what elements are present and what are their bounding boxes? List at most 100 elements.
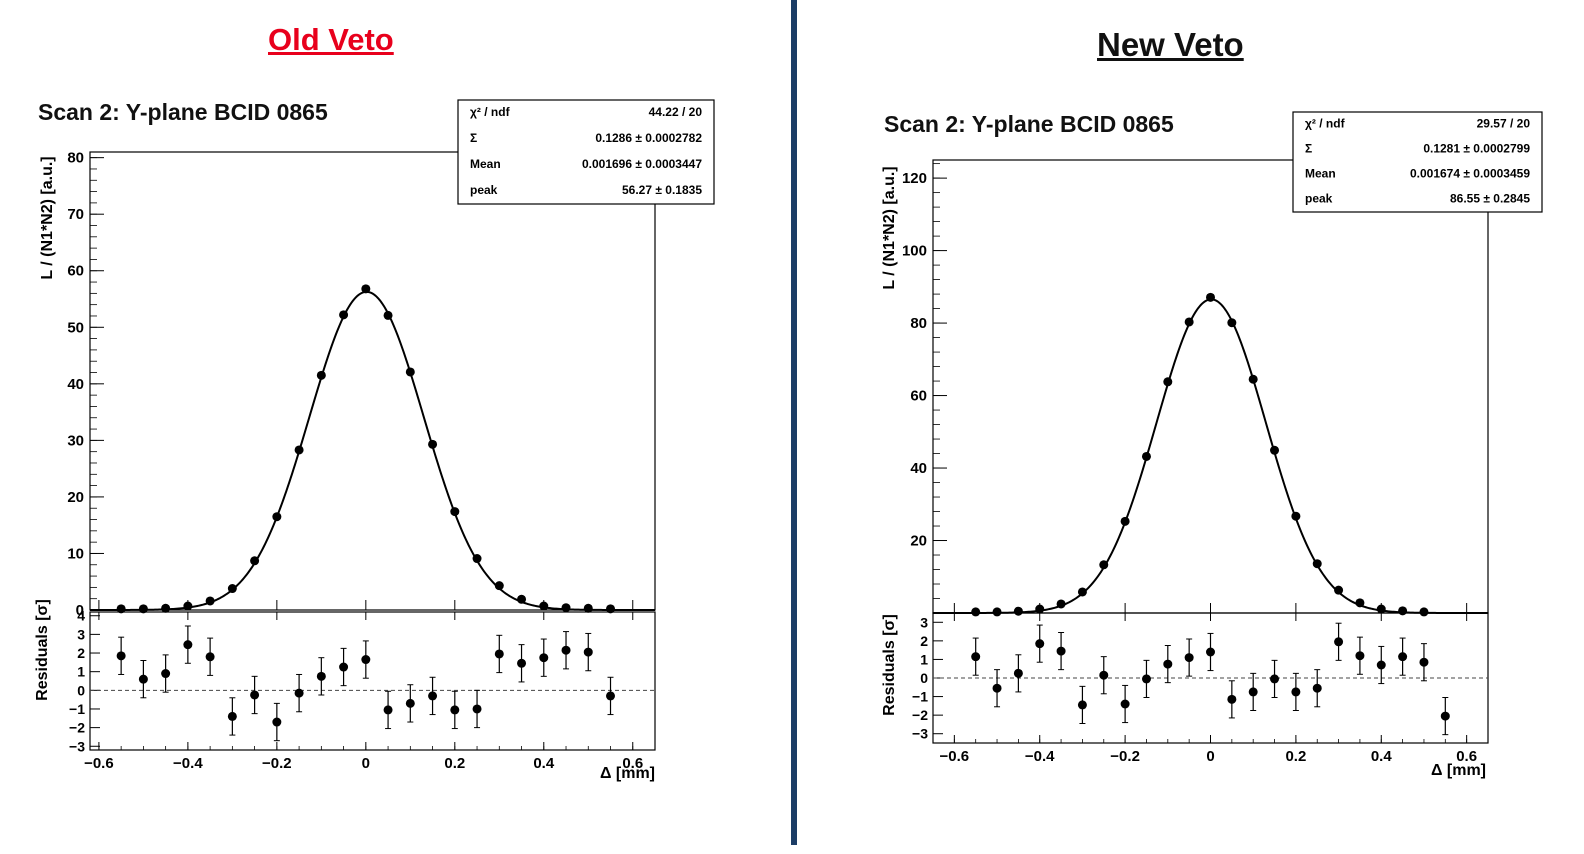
y-tick-label: 120 (902, 170, 927, 187)
residual-y-tick-label: 2 (77, 645, 85, 661)
data-point (339, 310, 349, 320)
data-point (294, 445, 304, 455)
residual-y-tick-label: −1 (69, 701, 85, 717)
residual-point (992, 683, 1002, 693)
x-tick-label: −0.2 (262, 755, 292, 772)
residual-y-tick-label: 1 (920, 651, 928, 667)
data-point (405, 367, 415, 377)
residual-point (1376, 660, 1386, 670)
data-point (971, 607, 981, 617)
data-point (1291, 511, 1301, 521)
residual-point (1120, 699, 1130, 709)
residual-point (1312, 683, 1322, 693)
data-point (1227, 318, 1237, 328)
data-point (316, 370, 326, 380)
residual-point (361, 655, 371, 665)
data-point (1355, 598, 1365, 608)
x-tick-label: 0 (362, 755, 370, 772)
data-point (361, 284, 371, 294)
main-pad-frame (932, 159, 1489, 614)
residual-y-tick-label: 0 (920, 670, 928, 686)
new-veto-heading: New Veto (1097, 26, 1244, 63)
data-point (1035, 604, 1045, 614)
x-axis-label: Δ [mm] (1431, 762, 1486, 779)
data-point (161, 603, 171, 613)
residual-point (606, 691, 616, 701)
x-tick-label: −0.6 (84, 755, 114, 772)
residual-y-tick-label: 3 (920, 614, 928, 630)
data-point (227, 584, 237, 594)
main-pad-frame (89, 151, 656, 611)
data-point (1056, 599, 1066, 609)
residual-y-tick-label: −3 (912, 726, 928, 742)
residual-point (494, 649, 504, 659)
residual-point (450, 705, 460, 715)
data-point (383, 310, 393, 320)
residual-y-tick-label: 0 (77, 682, 85, 698)
residual-point (517, 658, 527, 668)
residual-y-tick-label: 3 (77, 626, 85, 642)
data-point (1206, 292, 1215, 302)
data-point (517, 594, 527, 604)
x-tick-label: 0 (1206, 748, 1214, 765)
y-tick-label: 100 (902, 243, 927, 260)
x-tick-label: 0.6 (622, 755, 643, 772)
data-point (1077, 587, 1087, 597)
residual-point (1440, 711, 1450, 721)
stats-value: 56.27 ± 0.1835 (622, 183, 702, 197)
residual-axis-label: Residuals [σ] (881, 614, 898, 716)
stats-label: Σ (1305, 142, 1312, 156)
residual-point (971, 652, 981, 662)
x-tick-label: −0.4 (173, 755, 203, 772)
stats-value: 44.22 / 20 (649, 105, 703, 119)
stats-value: 0.1281 ± 0.0002799 (1423, 142, 1530, 156)
y-tick-label: 60 (910, 388, 927, 405)
stats-value: 86.55 ± 0.2845 (1450, 192, 1530, 206)
stats-label: peak (1305, 192, 1333, 206)
data-point (1120, 516, 1130, 526)
data-point (472, 554, 482, 564)
x-tick-label: 0.2 (1285, 748, 1306, 765)
stats-value: 0.001674 ± 0.0003459 (1410, 167, 1530, 181)
y-tick-label: 30 (67, 432, 84, 449)
residual-point (1355, 651, 1365, 661)
residual-point (1398, 652, 1408, 662)
residual-y-tick-label: −1 (912, 689, 928, 705)
x-tick-label: 0.4 (533, 755, 555, 772)
y-tick-label: 40 (910, 460, 927, 477)
stats-value: 29.57 / 20 (1477, 117, 1531, 131)
residual-point (138, 674, 148, 684)
data-point (183, 601, 193, 611)
residual-point (1248, 687, 1258, 697)
residual-point (1163, 659, 1173, 669)
chart-title: Scan 2: Y-plane BCID 0865 (38, 99, 328, 125)
residual-point (1270, 674, 1280, 684)
y-tick-label: 50 (67, 319, 84, 336)
panel-divider (791, 0, 797, 845)
data-point (116, 604, 126, 614)
data-point (1184, 317, 1194, 327)
stats-value: 0.1286 ± 0.0002782 (595, 131, 702, 145)
residual-point (539, 653, 549, 663)
x-tick-label: −0.6 (940, 748, 970, 765)
residual-y-tick-label: 2 (920, 633, 928, 649)
residual-y-tick-label: 1 (77, 664, 85, 680)
data-point (205, 596, 215, 606)
data-point (1099, 560, 1109, 570)
data-point (428, 439, 438, 449)
residual-point (250, 690, 260, 700)
residual-point (227, 711, 237, 721)
residual-point (205, 652, 215, 662)
y-axis-label: L / (N1*N2) [a.u.] (39, 156, 56, 279)
y-tick-label: 40 (67, 376, 84, 393)
residual-y-tick-label: −3 (69, 738, 85, 754)
residual-point (1141, 674, 1151, 684)
data-point (450, 507, 460, 517)
stats-label: peak (470, 183, 498, 197)
residual-point (161, 669, 171, 679)
residual-point (1013, 668, 1023, 678)
stats-label: Mean (1305, 167, 1336, 181)
residual-point (1206, 647, 1215, 657)
y-tick-label: 20 (910, 533, 927, 550)
